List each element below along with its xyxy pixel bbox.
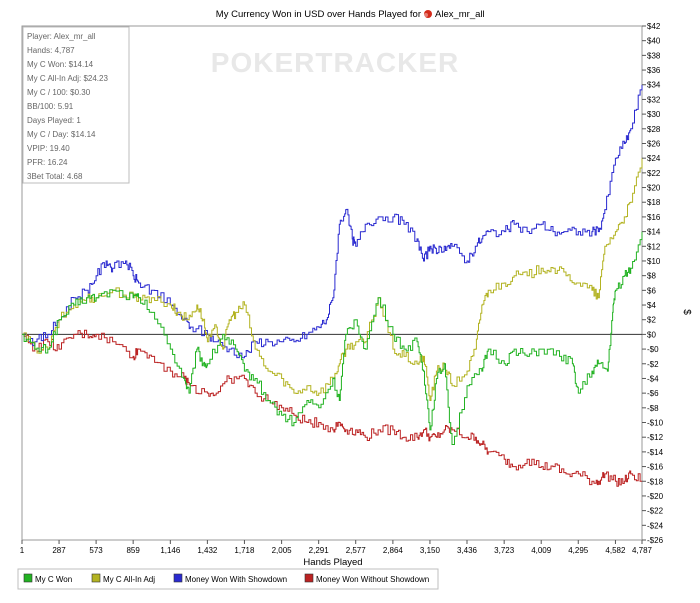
y-tick-label: $36 — [647, 66, 661, 75]
y-tick-label: $26 — [647, 139, 661, 148]
legend-label: My C Won — [35, 575, 72, 584]
legend-swatch — [173, 573, 183, 583]
y-tick-label: $12 — [647, 242, 661, 251]
legend-swatch — [91, 573, 101, 583]
x-tick-label: 2,005 — [272, 546, 293, 555]
x-tick-label: 2,864 — [383, 546, 404, 555]
legend-swatch — [304, 573, 314, 583]
stats-line: My C / 100: $0.30 — [27, 88, 91, 97]
x-axis-label: Hands Played — [303, 557, 362, 568]
x-tick-label: 859 — [126, 546, 140, 555]
y-tick-label: -$20 — [647, 492, 664, 501]
y-tick-label: $42 — [647, 22, 661, 31]
y-tick-label: -$0 — [647, 345, 659, 354]
y-tick-label: $14 — [647, 228, 661, 237]
y-tick-label: $8 — [647, 272, 656, 281]
legend: My C Won My C All-In Adj Money Won With Sh… — [17, 568, 439, 590]
x-tick-label: 3,723 — [494, 546, 515, 555]
y-axis: $42 $40 $38 $36 $34 $32 $30 $28 $26 $24 $22 $20 $18 $… — [642, 22, 664, 545]
stats-box: Player: Alex_mr_all Hands: 4,787 My C Won:… — [22, 26, 130, 184]
series-line — [22, 329, 643, 487]
y-tick-label: -$4 — [647, 374, 659, 383]
stats-line: Days Played: 1 — [27, 116, 81, 125]
x-tick-label: 4,582 — [605, 546, 626, 555]
y-tick-label: $16 — [647, 213, 661, 222]
x-tick-label: 1 — [20, 546, 25, 555]
legend-label: Money Won Without Showdown — [316, 575, 429, 584]
x-tick-label: 1,432 — [197, 546, 218, 555]
y-tick-label: $0 — [647, 330, 656, 339]
legend-swatch — [23, 573, 33, 583]
y-tick-label: $2 — [647, 316, 656, 325]
x-tick-label: 3,436 — [457, 546, 478, 555]
y-tick-label: -$10 — [647, 419, 664, 428]
stats-line: BB/100: 5.91 — [27, 102, 74, 111]
stats-line: Hands: 4,787 — [27, 46, 75, 55]
y-tick-label: $38 — [647, 51, 661, 60]
stats-line: VPIP: 19.40 — [27, 144, 70, 153]
stats-line: Player: Alex_mr_all — [27, 32, 96, 41]
player-name: Alex_mr_all — [435, 9, 485, 20]
y-tick-label: $18 — [647, 198, 661, 207]
stats-line: PFR: 16.24 — [27, 158, 68, 167]
stats-line: My C / Day: $14.14 — [27, 130, 96, 139]
y-tick-label: $34 — [647, 81, 661, 90]
y-tick-label: $24 — [647, 154, 661, 163]
y-tick-label: $30 — [647, 110, 661, 119]
y-tick-label: $32 — [647, 95, 661, 104]
y-tick-label: -$26 — [647, 536, 664, 545]
y-tick-label: $28 — [647, 125, 661, 134]
x-tick-label: 1,146 — [160, 546, 181, 555]
y-tick-label: -$18 — [647, 477, 664, 486]
stats-line: My C Won: $14.14 — [27, 60, 94, 69]
y-tick-label: $6 — [647, 286, 656, 295]
y-tick-label: -$24 — [647, 521, 664, 530]
x-tick-label: 4,009 — [531, 546, 552, 555]
x-tick-label: 4,295 — [568, 546, 589, 555]
x-tick-label: 287 — [52, 546, 66, 555]
legend-label: My C All-In Adj — [103, 575, 155, 584]
watermark-logo: POKERTRACKER — [211, 47, 459, 78]
y-tick-label: $40 — [647, 37, 661, 46]
y-tick-label: -$2 — [647, 360, 659, 369]
y-tick-label: -$16 — [647, 463, 664, 472]
y-axis-label: $ — [681, 309, 692, 315]
chart-title: My Currency Won in USD over Hands Played… — [216, 9, 421, 20]
y-tick-label: -$14 — [647, 448, 664, 457]
y-tick-label: $4 — [647, 301, 656, 310]
legend-label: Money Won With Showdown — [185, 575, 287, 584]
spade-icon — [424, 10, 432, 18]
x-tick-label: 2,291 — [309, 546, 330, 555]
y-tick-label: -$6 — [647, 389, 659, 398]
x-axis: 1 287 573 859 1,146 1,432 1,718 2,005 2,291 2,577… — [20, 540, 653, 555]
y-tick-label: -$8 — [647, 404, 659, 413]
stats-line: My C All-In Adj: $24.23 — [27, 74, 108, 83]
series-line — [22, 231, 643, 445]
y-tick-label: $10 — [647, 257, 661, 266]
x-tick-label: 2,577 — [346, 546, 367, 555]
y-tick-label: -$22 — [647, 507, 664, 516]
x-tick-label: 1,718 — [234, 546, 255, 555]
x-tick-label: 4,787 — [632, 546, 653, 555]
y-tick-label: $20 — [647, 184, 661, 193]
y-tick-label: $22 — [647, 169, 661, 178]
y-tick-label: -$12 — [647, 433, 664, 442]
series-line — [22, 84, 643, 359]
series-line — [22, 158, 643, 401]
x-tick-label: 573 — [89, 546, 103, 555]
stats-line: 3Bet Total: 4.68 — [27, 172, 83, 181]
x-tick-label: 3,150 — [420, 546, 441, 555]
series-layer — [22, 84, 643, 487]
plot-area — [21, 25, 643, 541]
